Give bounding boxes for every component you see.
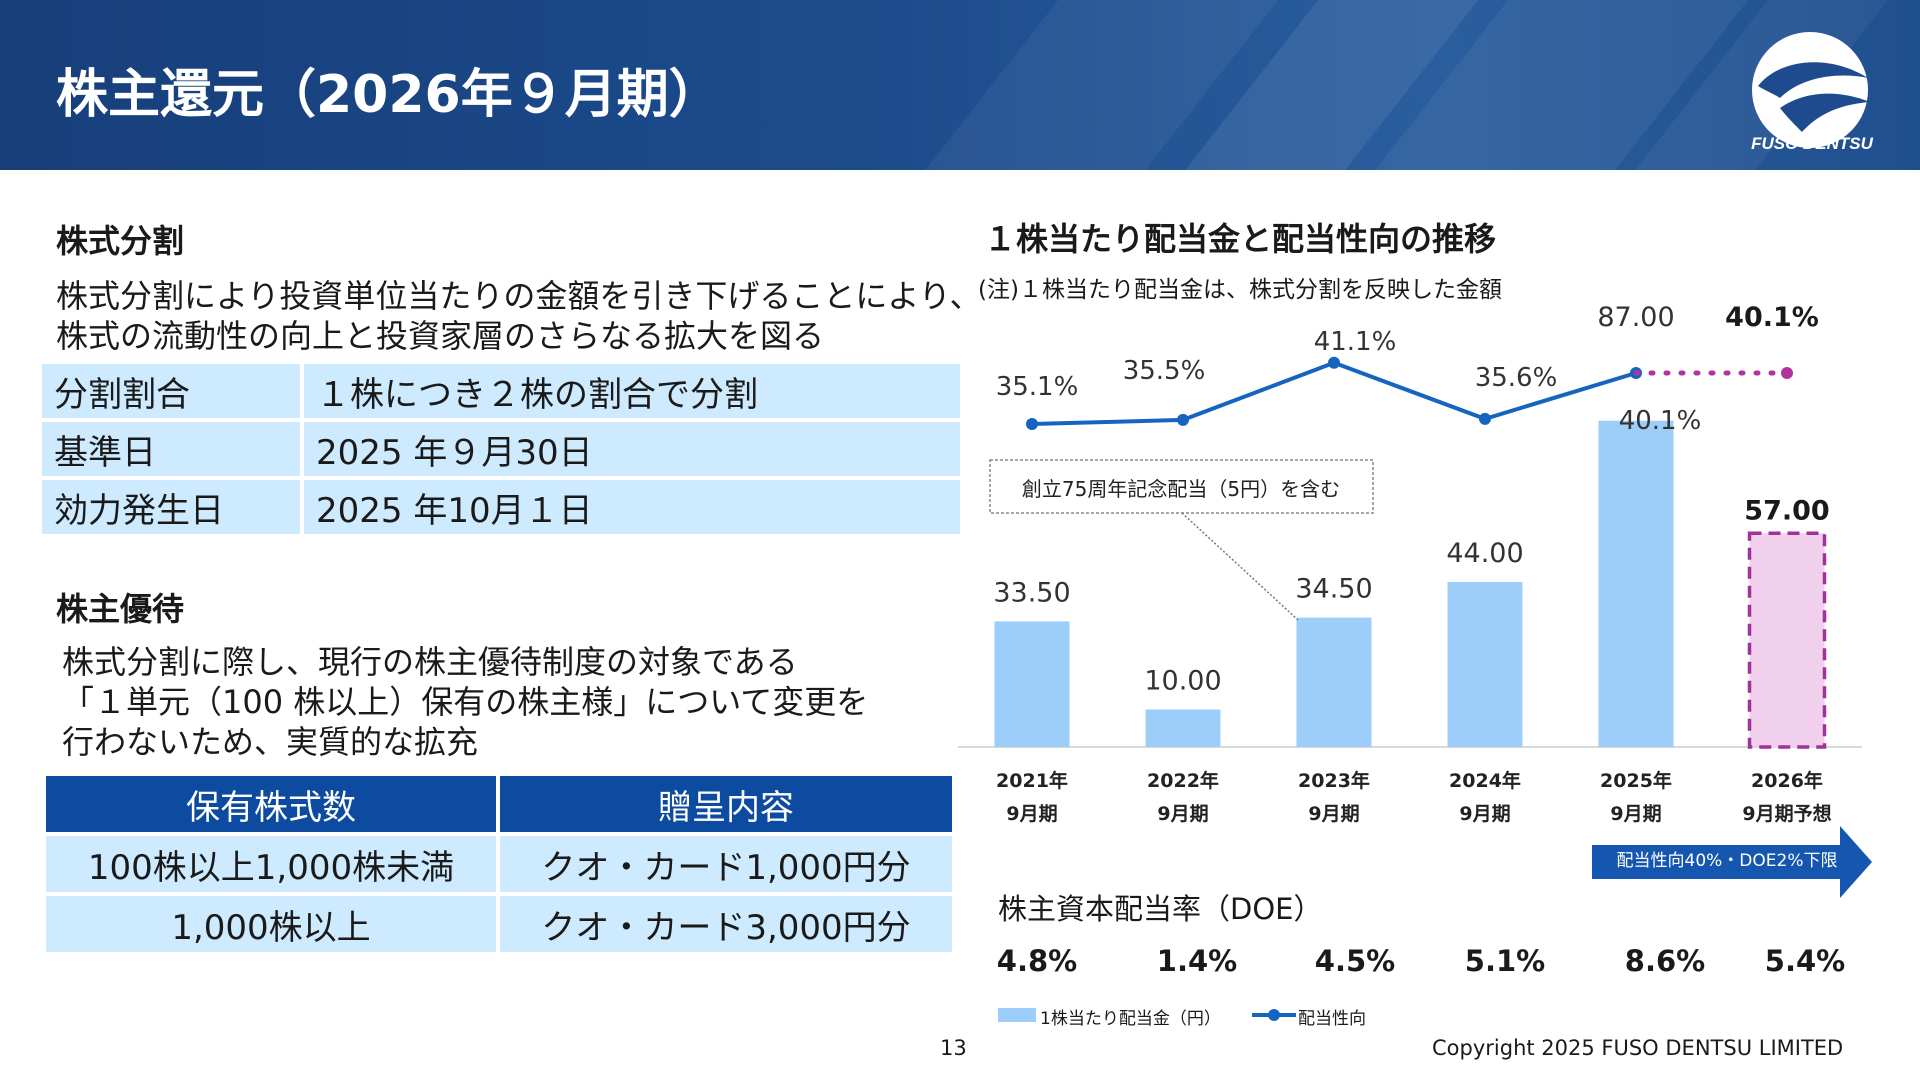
- shareholder-perks-heading: 株主優待: [56, 590, 185, 628]
- header-banner: 株主還元（2026年９月期） FUSO DENTSU: [0, 0, 1920, 170]
- shareholder-perks-table: 保有株式数 贈呈内容 100株以上1,000株未満 クオ・カード1,000円分 1…: [46, 776, 952, 956]
- legend-payout-label: 配当性向: [1298, 1009, 1366, 1029]
- table-cell: クオ・カード1,000円分: [498, 834, 952, 896]
- category-label-period: 9月期: [1157, 803, 1208, 825]
- payout-ratio-label: 40.1%: [1619, 406, 1702, 436]
- bar-value-label: 57.00: [1744, 495, 1829, 526]
- policy-arrow-label: 配当性向40%・DOE2%下限: [1616, 851, 1838, 871]
- chart-note: (注)１株当たり配当金は、株式分割を反映した金額: [978, 277, 1502, 303]
- table-row: 1,000株以上 クオ・カード3,000円分: [46, 894, 952, 956]
- table-header-row: 保有株式数 贈呈内容: [46, 776, 952, 836]
- payout-ratio-point: [1479, 412, 1491, 425]
- table-row: 効力発生日 2025 年10月１日: [42, 478, 960, 538]
- column-header: 保有株式数: [46, 776, 500, 836]
- desc-line: 株式の流動性の向上と投資家層のさらなる拡大を図る: [56, 317, 825, 355]
- row-value: １株につき２株の割合で分割: [302, 364, 960, 422]
- payout-ratio-label: 35.6%: [1475, 363, 1558, 393]
- dividend-bar: [1447, 582, 1523, 747]
- chart-title: １株当たり配当金と配当性向の推移: [984, 220, 1497, 258]
- category-label-year: 2025年: [1600, 769, 1672, 792]
- legend-payout-marker: [1268, 1009, 1280, 1021]
- payout-ratio-point: [1026, 417, 1038, 430]
- doe-value: 5.1%: [1464, 944, 1546, 978]
- category-label-year: 2023年: [1298, 769, 1370, 792]
- row-value: 2025 年10月１日: [302, 478, 960, 538]
- payout-ratio-label: 35.5%: [1123, 356, 1206, 386]
- doe-value: 1.4%: [1156, 944, 1238, 978]
- table-row: 基準日 2025 年９月30日: [42, 420, 960, 480]
- table-cell: クオ・カード3,000円分: [498, 894, 952, 956]
- bar-value-label: 44.00: [1446, 538, 1523, 569]
- payout-ratio-point: [1328, 356, 1340, 369]
- doe-value: 4.5%: [1314, 944, 1396, 978]
- category-label-year: 2024年: [1449, 769, 1521, 792]
- stock-split-description: 株式分割により投資単位当たりの金額を引き下げることにより、 株式の流動性の向上と…: [56, 276, 981, 356]
- legend-dividend-label: 1株当たり配当金（円）: [1040, 1009, 1221, 1029]
- shareholder-perks-description: 株式分割に際し、現行の株主優待制度の対象である 「１単元（100 株以上）保有の…: [62, 642, 868, 762]
- annotation-leader: [1181, 512, 1299, 621]
- bar-value-label: 33.50: [993, 577, 1070, 608]
- table-cell: 100株以上1,000株未満: [46, 834, 500, 896]
- legend-dividend-swatch: [998, 1008, 1036, 1022]
- payout-ratio-label: 41.1%: [1314, 327, 1397, 357]
- annotation-box: [989, 459, 1374, 514]
- dividend-bar: [994, 621, 1070, 747]
- page-number: 13: [940, 1036, 967, 1060]
- copyright: Copyright 2025 FUSO DENTSU LIMITED: [1432, 1036, 1844, 1060]
- doe-title: 株主資本配当率（DOE）: [998, 892, 1323, 926]
- table-row: 分割割合 １株につき２株の割合で分割: [42, 364, 960, 422]
- stock-split-table: 分割割合 １株につき２株の割合で分割 基準日 2025 年９月30日 効力発生日 20…: [42, 364, 960, 538]
- logo-text: FUSO DENTSU: [1751, 134, 1873, 153]
- annotation-text: 創立75周年記念配当（5円）を含む: [1022, 477, 1340, 501]
- forecast-bar: [1747, 531, 1827, 749]
- doe-value: 8.6%: [1624, 944, 1706, 978]
- column-header: 贈呈内容: [498, 776, 952, 836]
- table-cell: 1,000株以上: [46, 894, 500, 956]
- row-label: 分割割合: [42, 364, 304, 422]
- category-label-year: 2022年: [1147, 769, 1219, 792]
- payout-forecast-point: [1781, 366, 1793, 379]
- category-label-period: 9月期予想: [1742, 802, 1831, 825]
- bar-value-label: 34.50: [1295, 574, 1372, 605]
- desc-line: 株式分割に際し、現行の株主優待制度の対象である: [62, 643, 798, 681]
- desc-line: 「１単元（100 株以上）保有の株主様」について変更を: [62, 683, 869, 721]
- company-logo: [1752, 32, 1870, 148]
- bar-value-label: 10.00: [1144, 666, 1221, 697]
- stock-split-heading: 株式分割: [56, 222, 185, 260]
- page-title: 株主還元（2026年９月期）: [56, 65, 721, 125]
- category-label-period: 9月期: [1006, 803, 1057, 825]
- table-row: 100株以上1,000株未満 クオ・カード1,000円分: [46, 834, 952, 896]
- category-label-period: 9月期: [1308, 803, 1359, 825]
- dividend-bar: [1145, 709, 1221, 747]
- category-label-year: 2021年: [996, 769, 1068, 792]
- payout-ratio-label: 35.1%: [996, 372, 1079, 402]
- policy-arrow: [1592, 826, 1872, 898]
- doe-value: 5.4%: [1764, 944, 1846, 978]
- category-label-year: 2026年: [1751, 769, 1823, 792]
- doe-value: 4.8%: [996, 944, 1078, 978]
- row-value: 2025 年９月30日: [302, 420, 960, 480]
- payout-ratio-point: [1177, 413, 1189, 426]
- bar-value-label: 87.00: [1597, 302, 1674, 333]
- desc-line: 株式分割により投資単位当たりの金額を引き下げることにより、: [56, 277, 982, 315]
- category-label-period: 9月期: [1459, 803, 1510, 825]
- dividend-bar: [1296, 617, 1372, 747]
- category-label-period: 9月期: [1610, 803, 1661, 825]
- payout-forecast-label: 40.1%: [1725, 302, 1819, 333]
- dividend-bar: [1598, 420, 1674, 747]
- row-label: 効力発生日: [42, 478, 304, 538]
- row-label: 基準日: [42, 420, 304, 480]
- desc-line: 行わないため、実質的な拡充: [62, 723, 479, 761]
